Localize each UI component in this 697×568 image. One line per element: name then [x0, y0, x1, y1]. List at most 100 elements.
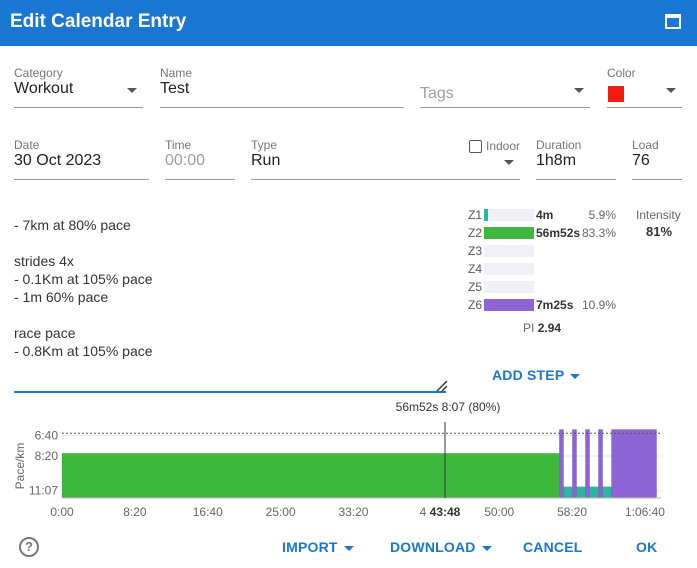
pace-segment-bar [61, 453, 560, 499]
type-label: Type [251, 138, 278, 152]
y-tick-label: 11:07 [29, 484, 58, 498]
pace-segment-bar [585, 429, 590, 499]
name-value: Test [160, 80, 190, 97]
zone-bar [484, 209, 488, 221]
pace-segment-bar [611, 429, 657, 499]
time-label: Time [165, 138, 192, 152]
zone-name: Z1 [468, 208, 483, 222]
chevron-down-icon [504, 160, 514, 165]
load-value: 76 [632, 152, 650, 169]
duration-label: Duration [536, 138, 582, 152]
y-tick-label: 8:20 [35, 449, 59, 463]
zone-name: Z4 [468, 262, 483, 276]
time-field[interactable]: Time 00:00 [165, 138, 235, 182]
category-value: Workout [14, 80, 74, 97]
color-label: Color [607, 66, 636, 80]
cancel-button[interactable]: CANCEL [523, 539, 583, 555]
date-label: Date [14, 138, 40, 152]
x-tick-label: 1:06:40 [625, 505, 665, 519]
zone-percent: 5.9% [588, 208, 616, 222]
dialog-titlebar: Edit Calendar Entry [0, 0, 697, 46]
color-swatch [608, 86, 624, 102]
cursor-label: 43:48 [430, 505, 461, 519]
cursor-label-bg [427, 504, 464, 520]
zone-time: 56m52s [536, 226, 581, 240]
zone-name: Z5 [468, 280, 483, 294]
intensity-label: Intensity [636, 208, 681, 222]
zone-name: Z3 [468, 244, 483, 258]
x-tick-label: 0:00 [50, 505, 74, 519]
add-step-label: ADD STEP [492, 367, 565, 383]
description-underline [14, 391, 446, 393]
pace-segment-bar [598, 429, 603, 499]
pi-readout: PI 2.94 [523, 321, 561, 335]
x-tick-label: 50:00 [484, 505, 514, 519]
load-label: Load [632, 138, 659, 152]
pace-segment-bar [576, 486, 586, 499]
zone-row: Z2 56m52s 83.3% [468, 224, 628, 242]
tags-placeholder: Tags [420, 85, 454, 102]
description-line [14, 234, 153, 252]
resize-handle-icon[interactable] [436, 380, 448, 392]
color-select[interactable]: Color [607, 66, 682, 110]
zone-row: Z4 [468, 260, 628, 278]
pace-segment-bar [559, 429, 564, 499]
dialog-title: Edit Calendar Entry [10, 11, 187, 32]
date-value: 30 Oct 2023 [14, 152, 102, 169]
download-label: DOWNLOAD [390, 539, 476, 555]
description-line: race pace [14, 325, 76, 341]
pi-value: 2.94 [537, 321, 562, 335]
duration-field[interactable]: Duration 1h8m [536, 138, 616, 182]
description-line: - 7km at 80% pace [14, 217, 131, 233]
time-placeholder: 00:00 [165, 152, 206, 169]
y-tick-label: 6:40 [35, 428, 59, 442]
type-value: Run [251, 152, 281, 169]
zone-row: Z5 [468, 278, 628, 296]
tags-select[interactable]: Tags [420, 66, 590, 110]
zone-bar [484, 227, 534, 239]
duration-value: 1h8m [536, 152, 577, 169]
pace-segment-bar [589, 486, 599, 499]
chevron-down-icon [574, 88, 584, 93]
window-maximize-icon[interactable] [665, 14, 681, 29]
intensity-value: 81% [646, 224, 673, 239]
add-step-button[interactable]: ADD STEP [492, 367, 581, 383]
chevron-down-icon [481, 545, 492, 551]
ok-button[interactable]: OK [636, 539, 658, 555]
zone-time: 7m25s [536, 298, 574, 312]
category-select[interactable]: Category Workout [14, 66, 143, 110]
x-tick-label: 58:20 [557, 505, 587, 519]
chart-tooltip: 56m52s 8:07 (80%) [396, 400, 501, 414]
x-tick-label: 25:00 [266, 505, 296, 519]
download-button[interactable]: DOWNLOAD [390, 539, 492, 555]
chevron-down-icon [570, 373, 581, 379]
chevron-down-icon [343, 545, 354, 551]
x-tick-label: 16:40 [193, 505, 223, 519]
description-line: - 0.8Km at 105% pace [14, 343, 153, 359]
zone-time: 4m [536, 208, 554, 222]
zone-name: Z6 [468, 298, 483, 312]
chevron-down-icon [127, 88, 137, 93]
description-line [14, 306, 153, 324]
load-field[interactable]: Load 76 [632, 138, 682, 182]
zone-row: Z3 [468, 242, 628, 260]
help-icon[interactable]: ? [19, 537, 39, 557]
import-button[interactable]: IMPORT [282, 539, 354, 555]
category-label: Category [14, 66, 63, 80]
zone-row: Z6 7m25s 10.9% [468, 296, 628, 314]
description-line: strides 4x [14, 253, 74, 269]
zone-percent: 10.9% [581, 298, 616, 312]
zone-row: Z1 4m 5.9% [468, 206, 628, 224]
description-line: - 1m 60% pace [14, 289, 109, 305]
description-line: - 0.1Km at 105% pace [14, 271, 153, 287]
description-textarea[interactable]: - 7km at 80% pace strides 4x - 0.1Km at … [14, 216, 153, 360]
name-label: Name [160, 66, 193, 80]
x-tick-label: 8:20 [123, 505, 147, 519]
x-tick-label: 33:20 [338, 505, 368, 519]
indoor-checkbox[interactable] [469, 140, 482, 153]
date-field[interactable]: Date 30 Oct 2023 [14, 138, 149, 182]
type-select[interactable]: Type Run [251, 138, 520, 182]
zone-percent: 83.3% [581, 226, 616, 240]
name-field[interactable]: Name Test [160, 66, 404, 110]
